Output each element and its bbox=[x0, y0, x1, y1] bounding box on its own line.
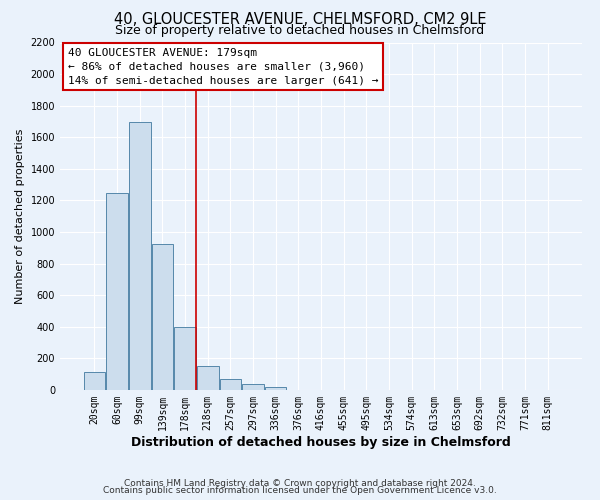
Text: Contains HM Land Registry data © Crown copyright and database right 2024.: Contains HM Land Registry data © Crown c… bbox=[124, 478, 476, 488]
Bar bbox=[197, 366, 218, 390]
Text: Contains public sector information licensed under the Open Government Licence v3: Contains public sector information licen… bbox=[103, 486, 497, 495]
Text: 40, GLOUCESTER AVENUE, CHELMSFORD, CM2 9LE: 40, GLOUCESTER AVENUE, CHELMSFORD, CM2 9… bbox=[114, 12, 486, 28]
Text: 40 GLOUCESTER AVENUE: 179sqm
← 86% of detached houses are smaller (3,960)
14% of: 40 GLOUCESTER AVENUE: 179sqm ← 86% of de… bbox=[68, 48, 379, 86]
Bar bbox=[175, 327, 196, 390]
Bar bbox=[152, 244, 173, 390]
Bar bbox=[220, 379, 241, 390]
Y-axis label: Number of detached properties: Number of detached properties bbox=[15, 128, 25, 304]
Bar bbox=[84, 372, 105, 390]
Bar bbox=[106, 194, 128, 390]
Text: Size of property relative to detached houses in Chelmsford: Size of property relative to detached ho… bbox=[115, 24, 485, 37]
X-axis label: Distribution of detached houses by size in Chelmsford: Distribution of detached houses by size … bbox=[131, 436, 511, 448]
Bar bbox=[242, 384, 264, 390]
Bar bbox=[265, 387, 286, 390]
Bar bbox=[129, 122, 151, 390]
